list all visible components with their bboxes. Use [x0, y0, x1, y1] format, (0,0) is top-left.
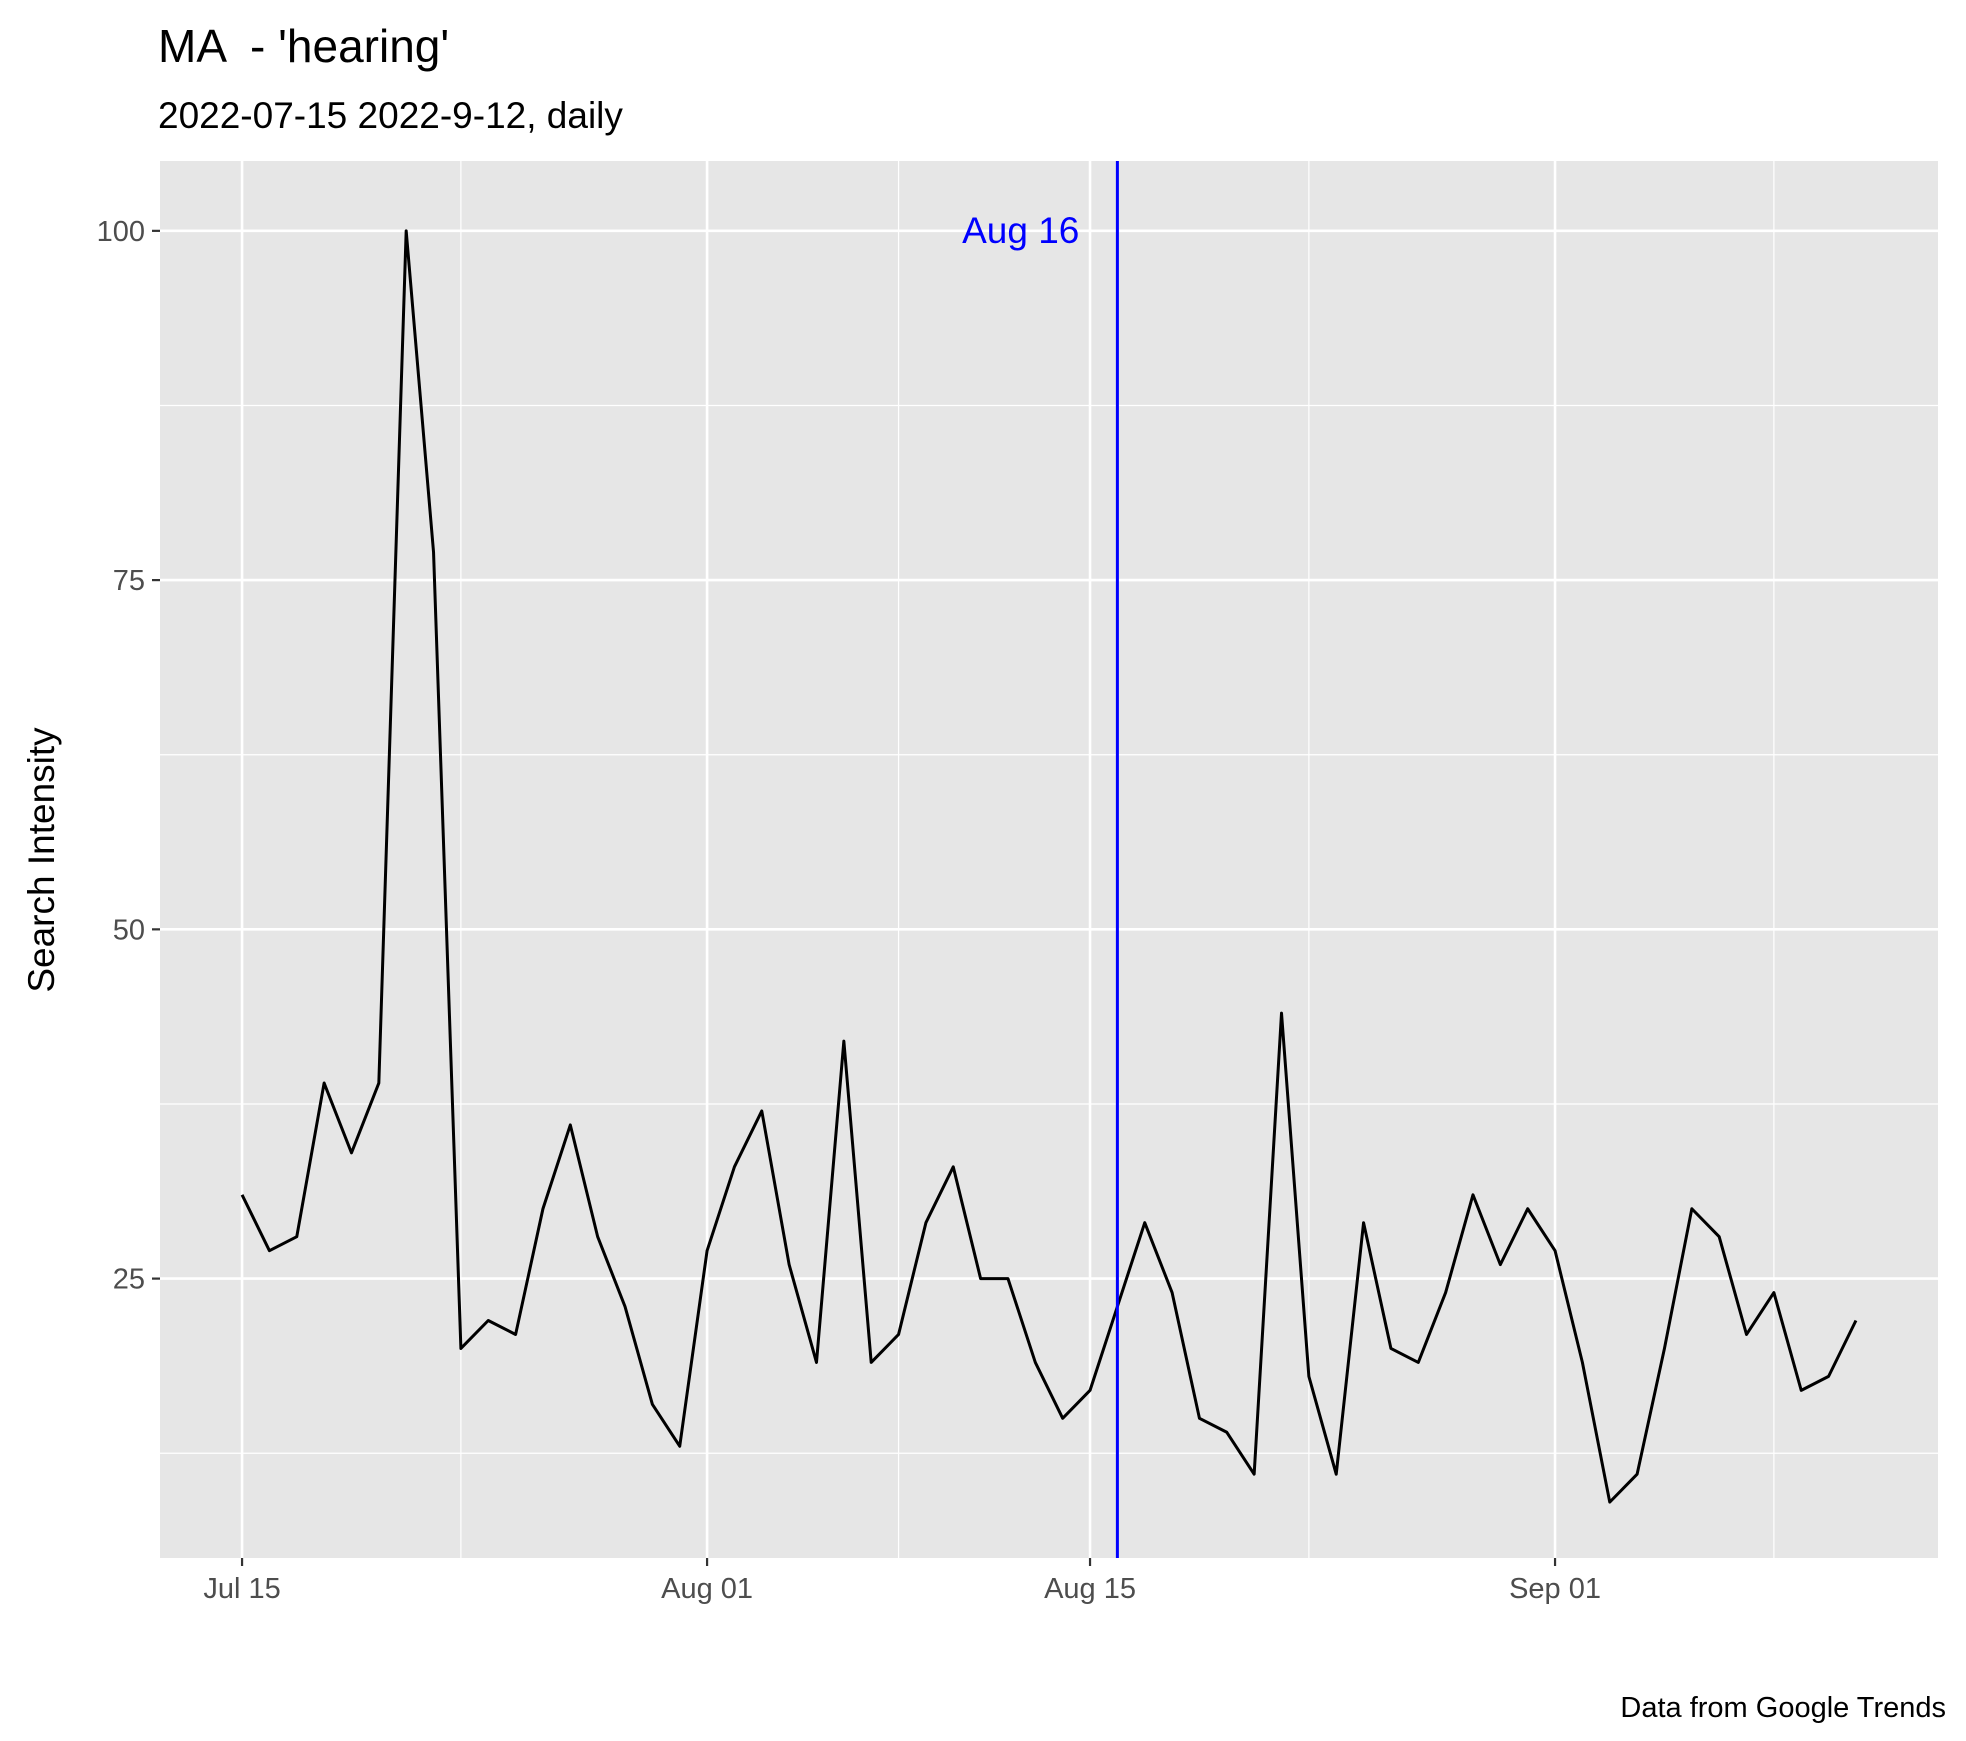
x-tick-label: Aug 01	[661, 1573, 753, 1605]
y-axis: 25 50 75 100	[97, 216, 160, 1296]
y-axis-title: Search Intensity	[21, 727, 62, 993]
major-gridlines	[160, 161, 1938, 1558]
chart-title: MA - 'hearing'	[158, 20, 449, 72]
y-tick-label: 50	[113, 914, 145, 946]
vline-layer: Aug 16	[962, 161, 1119, 1558]
x-tick-label: Aug 15	[1044, 1573, 1136, 1605]
chart-subtitle: 2022-07-15 2022-9-12, daily	[158, 95, 623, 136]
x-tick-label: Jul 15	[203, 1573, 280, 1605]
x-axis: Jul 15 Aug 01 Aug 15 Sep 01	[203, 1558, 1601, 1605]
series-layer	[240, 229, 1858, 1504]
x-tick-label: Sep 01	[1509, 1573, 1601, 1605]
minor-gridlines	[160, 161, 1938, 1558]
series-line	[240, 229, 1858, 1504]
event-vline-label: Aug 16	[962, 210, 1079, 251]
y-tick-label: 75	[113, 565, 145, 597]
plot-panel	[160, 161, 1938, 1558]
chart-caption: Data from Google Trends	[1620, 1692, 1946, 1724]
y-tick-label: 25	[113, 1264, 145, 1296]
y-tick-label: 100	[97, 216, 145, 248]
